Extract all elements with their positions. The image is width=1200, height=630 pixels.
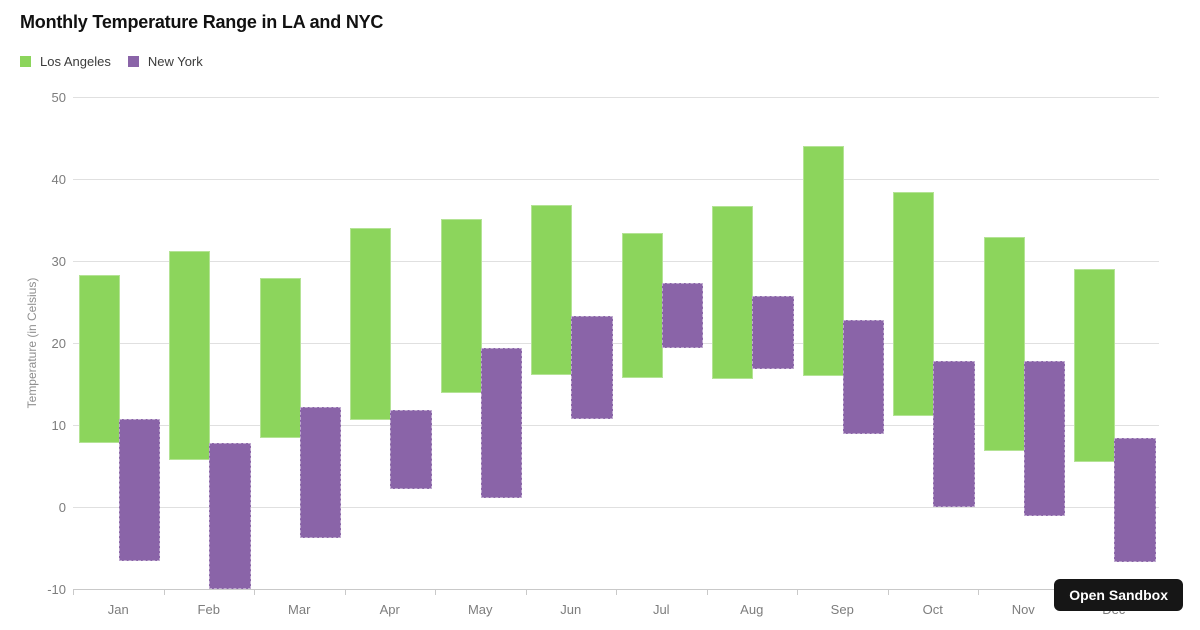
bar-los-angeles-dec[interactable] <box>1074 269 1115 462</box>
bar-new-york-jan[interactable] <box>118 419 160 562</box>
legend: Los Angeles New York <box>20 54 203 69</box>
x-tick-label-mar: Mar <box>288 602 311 617</box>
x-axis-tick <box>978 590 979 595</box>
legend-label-los-angeles: Los Angeles <box>40 54 111 69</box>
bar-new-york-feb[interactable] <box>209 443 251 589</box>
x-tick-label-apr: Apr <box>379 602 400 617</box>
y-tick-label-50: 50 <box>51 89 66 105</box>
bar-los-angeles-jul[interactable] <box>621 233 663 379</box>
x-axis-tick <box>163 590 165 595</box>
bar-new-york-jun[interactable] <box>571 315 613 420</box>
gridline-30 <box>73 261 1159 262</box>
x-axis-tick <box>525 590 527 595</box>
x-axis-tick <box>73 590 74 595</box>
y-tick-label-0: 0 <box>58 499 66 515</box>
x-tick-label-sep: Sep <box>830 602 854 617</box>
legend-item-new-york[interactable]: New York <box>127 54 203 69</box>
bar-new-york-oct[interactable] <box>933 361 975 507</box>
y-tick-label-10: 10 <box>51 417 66 433</box>
x-tick-label-aug: Aug <box>740 602 764 617</box>
bar-los-angeles-feb[interactable] <box>169 251 210 461</box>
bar-new-york-mar[interactable] <box>299 406 341 539</box>
bar-los-angeles-mar[interactable] <box>259 278 301 439</box>
bar-new-york-jul[interactable] <box>661 283 703 348</box>
bar-los-angeles-oct[interactable] <box>893 192 934 416</box>
gridline-50 <box>73 97 1159 98</box>
x-tick-label-nov: Nov <box>1011 602 1035 617</box>
bar-los-angeles-nov[interactable] <box>983 237 1025 452</box>
bar-los-angeles-jun[interactable] <box>531 205 572 375</box>
x-axis-tick <box>254 590 255 595</box>
gridline-0 <box>73 507 1159 508</box>
legend-swatch-new-york-icon <box>127 56 139 67</box>
bar-los-angeles-jan[interactable] <box>78 274 120 444</box>
y-tick-label-30: 30 <box>51 253 66 269</box>
bar-los-angeles-aug[interactable] <box>712 206 753 380</box>
x-tick-label-feb: Feb <box>197 602 220 617</box>
x-tick-label-jan: Jan <box>107 602 129 617</box>
legend-item-los-angeles[interactable]: Los Angeles <box>20 54 111 69</box>
gridline-40 <box>73 179 1159 180</box>
x-axis-tick <box>797 590 798 595</box>
x-axis-line <box>73 589 1159 590</box>
x-axis-tick <box>344 590 346 595</box>
y-tick-label-20: 20 <box>51 335 66 351</box>
gridline-10 <box>73 425 1159 426</box>
bar-new-york-apr[interactable] <box>390 410 432 489</box>
chart-title: Monthly Temperature Range in LA and NYC <box>20 12 384 32</box>
bar-new-york-sep[interactable] <box>842 320 884 434</box>
bar-los-angeles-sep[interactable] <box>802 146 844 376</box>
bar-los-angeles-apr[interactable] <box>350 228 391 421</box>
bar-new-york-may[interactable] <box>480 347 522 498</box>
x-tick-label-jul: Jul <box>652 602 670 617</box>
x-tick-label-jun: Jun <box>560 602 582 617</box>
open-sandbox-button[interactable]: Open Sandbox <box>1054 579 1183 611</box>
y-tick-label-40: 40 <box>51 171 66 187</box>
bar-new-york-nov[interactable] <box>1023 361 1065 516</box>
x-tick-label-oct: Oct <box>922 602 943 617</box>
gridline-20 <box>73 343 1159 344</box>
x-axis-tick <box>616 590 617 595</box>
x-axis-tick <box>706 590 708 595</box>
legend-label-new-york: New York <box>147 54 203 69</box>
bar-new-york-dec[interactable] <box>1114 438 1156 562</box>
y-tick-label--10: -10 <box>47 581 66 597</box>
x-axis-tick <box>887 590 889 595</box>
bar-los-angeles-may[interactable] <box>440 219 482 393</box>
legend-swatch-los-angeles-icon <box>20 56 31 67</box>
x-axis-tick <box>435 590 436 595</box>
x-tick-label-may: May <box>467 602 493 617</box>
bar-new-york-aug[interactable] <box>752 296 794 370</box>
